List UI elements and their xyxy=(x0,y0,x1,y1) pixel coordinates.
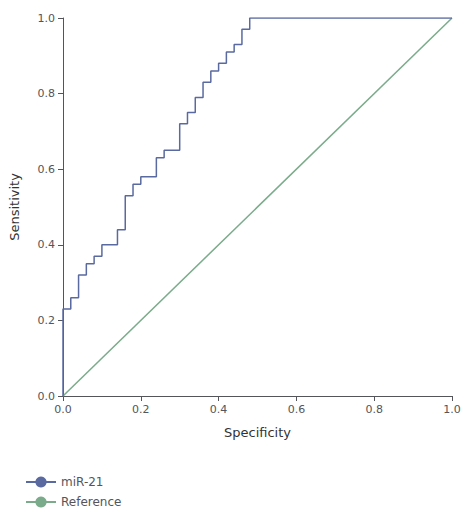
svg-text:0.8: 0.8 xyxy=(38,87,56,100)
svg-text:1.0: 1.0 xyxy=(38,12,56,25)
svg-text:0.2: 0.2 xyxy=(132,403,150,416)
svg-text:Reference: Reference xyxy=(61,495,121,509)
svg-text:0.2: 0.2 xyxy=(38,314,56,327)
svg-text:miR-21: miR-21 xyxy=(61,475,103,489)
svg-text:0.0: 0.0 xyxy=(38,390,56,403)
svg-text:0.6: 0.6 xyxy=(38,163,56,176)
svg-text:0.4: 0.4 xyxy=(38,238,56,251)
svg-text:0.8: 0.8 xyxy=(365,403,383,416)
svg-text:1.0: 1.0 xyxy=(443,403,461,416)
svg-text:0.6: 0.6 xyxy=(288,403,306,416)
svg-text:Specificity: Specificity xyxy=(224,425,291,440)
svg-text:0.0: 0.0 xyxy=(54,403,72,416)
svg-text:0.4: 0.4 xyxy=(210,403,228,416)
svg-text:Sensitivity: Sensitivity xyxy=(7,173,22,241)
